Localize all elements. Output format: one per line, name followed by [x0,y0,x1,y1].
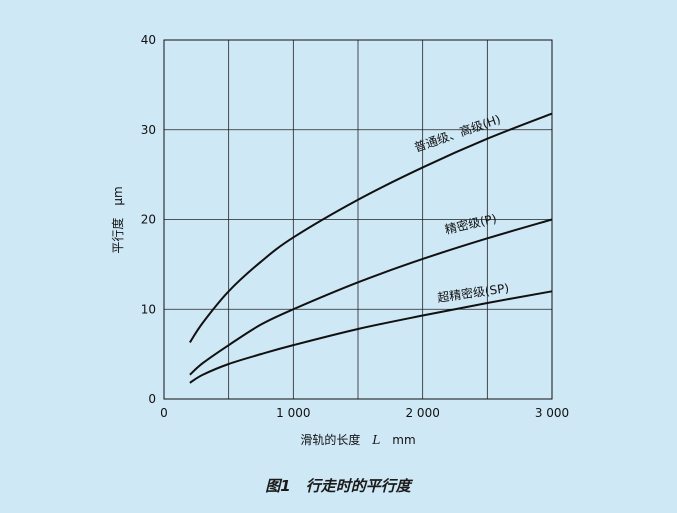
y-tick-label: 20 [141,213,156,227]
figure-caption: 图1 行走时的平行度 [265,477,413,495]
series-line-1 [189,218,553,376]
series-line-0 [189,112,553,344]
y-axis-title-text: 平行度 [110,218,125,254]
x-tick-label: 1 000 [276,406,310,420]
y-axis-title: 平行度 μm [110,186,125,253]
x-tick-label: 3 000 [535,406,569,420]
x-tick-label: 0 [160,406,168,420]
x-axis-unit: mm [392,433,415,447]
series-line-2 [189,290,553,384]
y-axis-unit: μm [111,186,125,205]
y-tick-label: 10 [141,302,156,316]
y-tick-labels: 0 10 20 30 40 [141,33,156,406]
x-axis-variable: L [371,433,380,447]
series-curves [189,112,553,384]
x-tick-label: 2 000 [405,406,439,420]
y-tick-label: 40 [141,33,156,47]
series-label-p: 精密级(P) [443,210,498,236]
y-tick-label: 0 [148,392,156,406]
series-label-h: 普通级、高级(H) [412,111,502,155]
plot-frame [163,39,553,400]
x-tick-labels: 0 1 000 2 000 3 000 [160,406,569,420]
svg-text:平行度μm: 平行度 μm [110,186,125,253]
y-tick-label: 30 [141,123,156,137]
x-axis-title-text: 滑轨的长度 [300,432,360,447]
